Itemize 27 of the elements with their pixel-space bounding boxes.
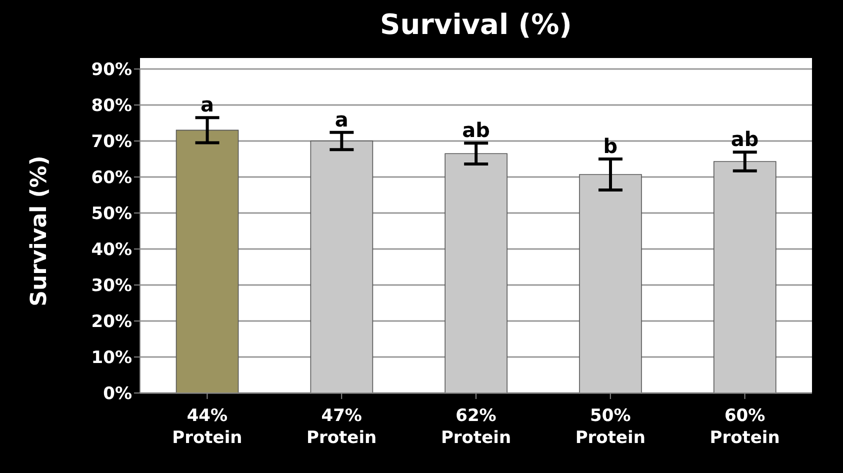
y-tick-label: 40% <box>91 240 132 260</box>
y-tick-label: 20% <box>91 312 132 332</box>
y-tick-label: 90% <box>91 60 132 80</box>
annotation: ab <box>730 127 759 152</box>
chart-title: Survival (%) <box>379 8 573 41</box>
annotation: a <box>200 92 214 117</box>
x-tick-label: 47% Protein <box>306 406 377 448</box>
y-tick-label: 80% <box>91 96 132 116</box>
y-tick-label: 50% <box>91 204 132 224</box>
bar <box>444 153 508 393</box>
y-tick-label: 0% <box>103 384 132 404</box>
y-tick-label: 30% <box>91 276 132 296</box>
x-tick-label: 44% Protein <box>172 406 242 448</box>
y-tick-label: 10% <box>91 348 132 368</box>
x-tick-label: 62% Protein <box>440 406 512 448</box>
bar <box>310 140 374 393</box>
annotation: ab <box>462 118 490 142</box>
bar <box>176 130 239 393</box>
y-tick-label: 70% <box>91 132 132 152</box>
annotation: b <box>603 134 618 158</box>
y-axis-title: Survival (%) <box>26 156 52 306</box>
bar <box>579 174 642 393</box>
x-tick-label: 60% Protein <box>710 406 780 448</box>
y-tick-label: 60% <box>91 168 132 188</box>
bar <box>713 161 776 393</box>
x-tick-label: 50% Protein <box>575 406 646 448</box>
annotation: a <box>334 107 348 132</box>
